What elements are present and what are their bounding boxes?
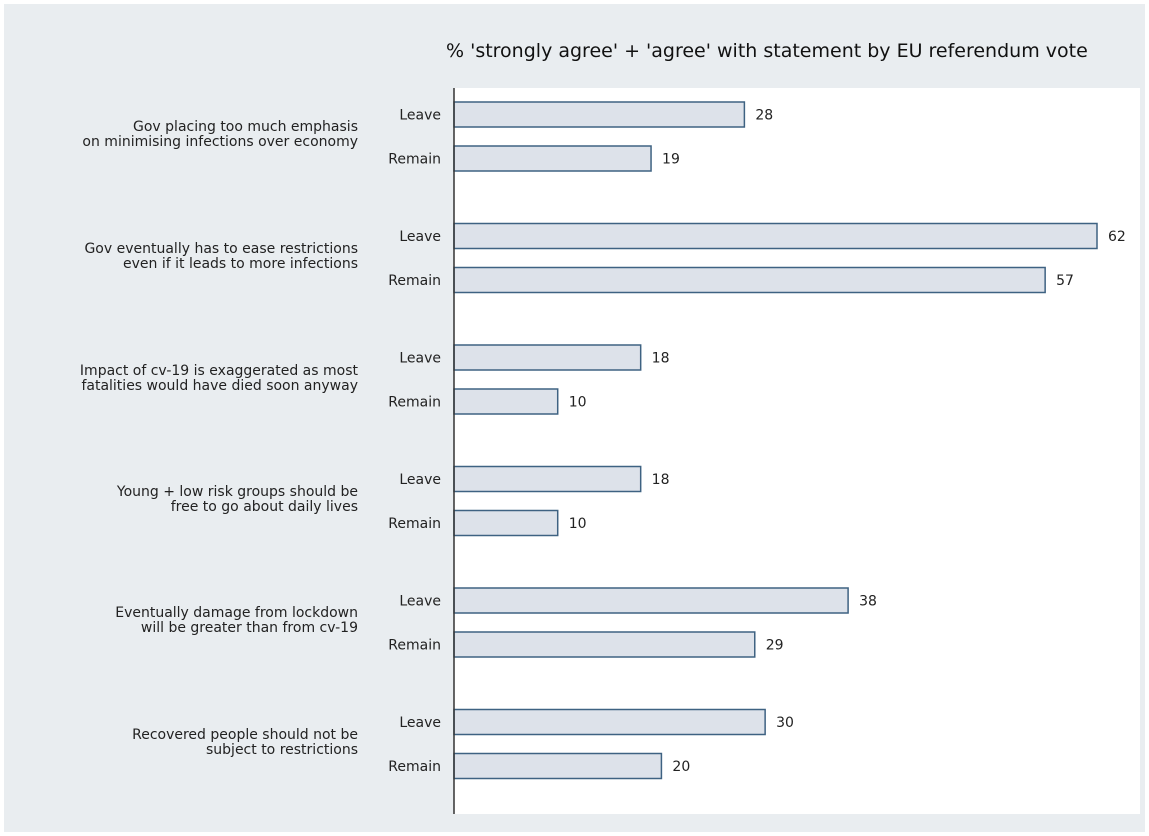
bar-category-label: Remain [388,638,441,654]
bar-category-label: Remain [388,395,441,411]
statement-label: Gov placing too much emphasis on minimis… [28,120,358,150]
statement-label-line: Recovered people should not be [132,727,358,743]
statement-label-line: even if it leads to more infections [123,256,358,272]
bar-value-label: 29 [766,638,784,654]
bar [453,708,766,736]
chart-title: % 'strongly agree' + 'agree' with statem… [446,40,1088,62]
statement-label: Eventually damage from lockdown will be … [28,606,358,636]
bar [453,344,642,371]
statement-label-line: Young + low risk groups should be [116,484,358,500]
bar [453,145,652,172]
statement-label-line: Impact of cv-19 is exaggerated as most [79,363,358,379]
bar-value-label: 19 [662,152,680,168]
statement-label-line: Gov placing too much emphasis [133,119,358,135]
bar-value-label: 20 [672,759,690,775]
bar-value-label: 10 [569,395,587,411]
bar-category-label: Leave [399,594,441,610]
bar-category-label: Leave [399,715,441,731]
bar [453,101,746,128]
bar [453,587,849,614]
bar-value-label: 30 [776,715,794,731]
bar-category-label: Leave [399,229,441,245]
bar-category-label: Leave [399,351,441,367]
statement-label: Recovered people should not be subject t… [28,728,358,758]
bar-value-label: 10 [569,516,587,532]
statement-label: Young + low risk groups should be free t… [28,485,358,515]
bar-category-label: Remain [388,759,441,775]
bar [453,266,1046,294]
statement-label-line: will be greater than from cv-19 [140,620,358,636]
bar-category-label: Remain [388,516,441,532]
plot-area [454,88,1140,814]
statement-label: Impact of cv-19 is exaggerated as most f… [28,364,358,394]
bar [453,222,1098,250]
bar-value-label: 28 [755,108,773,124]
bar-value-label: 62 [1108,229,1126,245]
bar-category-label: Leave [399,108,441,124]
statement-label: Gov eventually has to ease restrictions … [28,242,358,272]
bar [453,465,642,493]
bar-value-label: 18 [652,472,670,488]
bar-value-label: 18 [652,351,670,367]
bar-category-label: Remain [388,273,441,289]
bar [453,509,559,537]
statement-label-line: subject to restrictions [206,742,358,758]
bar-category-label: Leave [399,472,441,488]
bar [453,752,663,780]
bar [453,388,559,415]
statement-label-line: free to go about daily lives [170,499,358,515]
statement-label-line: fatalities would have died soon anyway [81,378,358,394]
bar-value-label: 38 [859,594,877,610]
statement-label-line: Gov eventually has to ease restrictions [84,241,358,257]
statement-label-line: on minimising infections over economy [82,134,358,150]
bar [453,631,756,658]
statement-label-line: Eventually damage from lockdown [115,605,358,621]
bar-value-label: 57 [1056,273,1074,289]
bar-category-label: Remain [388,152,441,168]
